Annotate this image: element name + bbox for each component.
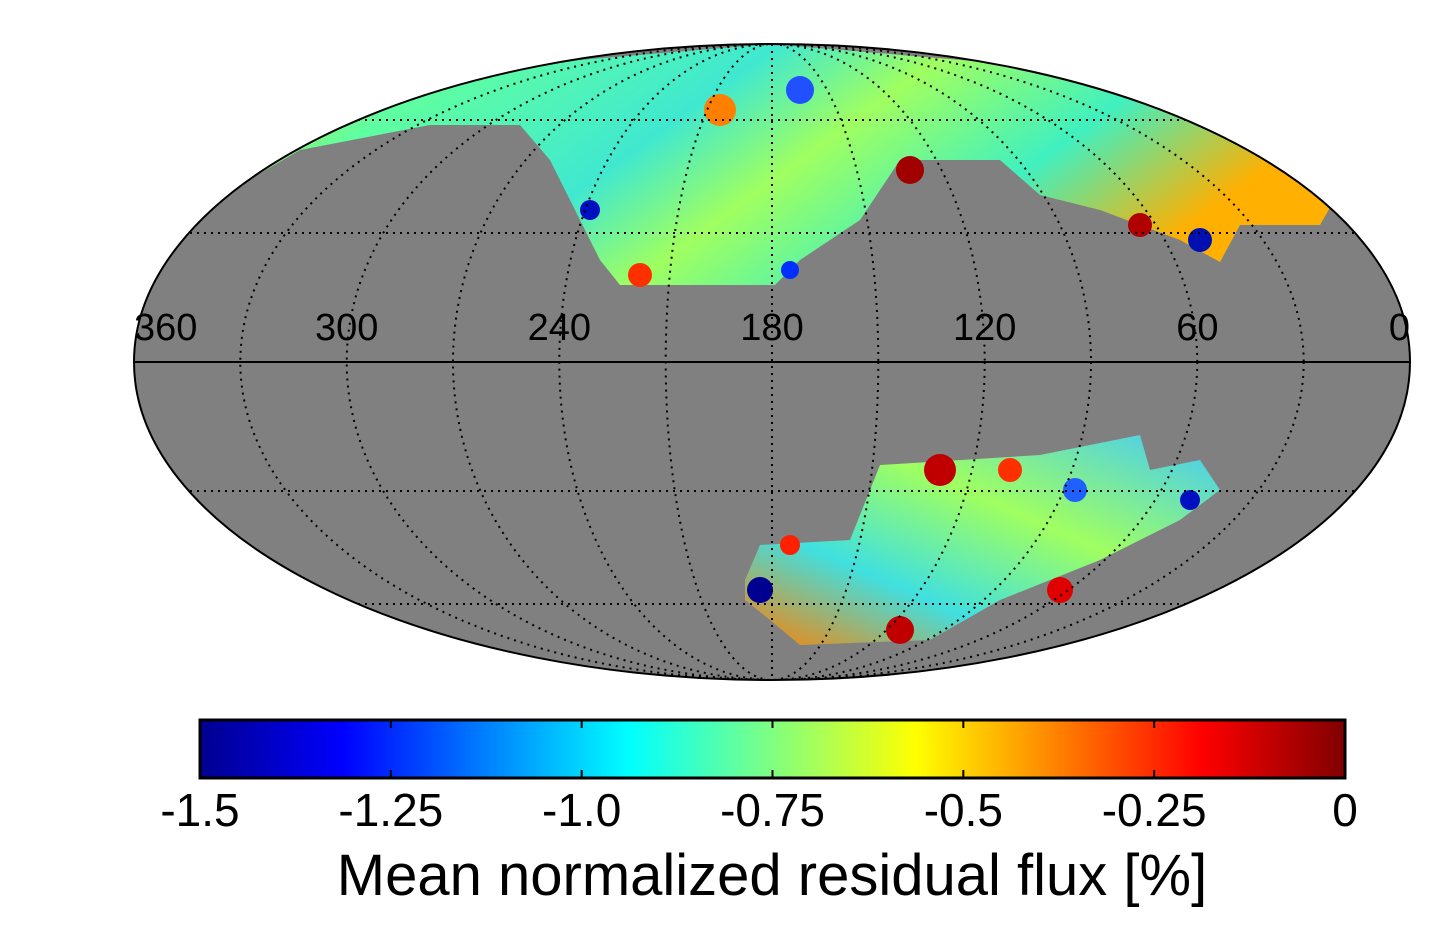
colorbar-tick-label: -0.75 — [720, 784, 825, 836]
colorbar-ticks: -1.5 -1.25 -1.0 -0.75 -0.5 -0.25 0 — [160, 720, 1358, 836]
colorbar-tick-label: -1.5 — [160, 784, 239, 836]
longitude-label: 0 — [1389, 307, 1410, 349]
survey-patch-south — [745, 435, 1220, 645]
colorbar — [198, 718, 1347, 780]
longitude-label: 360 — [134, 307, 197, 349]
sky-outline — [133, 43, 1411, 681]
colorbar-label: Mean normalized residual flux [%] — [337, 843, 1207, 908]
colorbar-tick-label: -0.25 — [1102, 784, 1207, 836]
colorbar-tick-label: -0.5 — [924, 784, 1003, 836]
longitude-label: 300 — [315, 307, 378, 349]
longitude-labels: 360 300 240 180 120 60 0 — [134, 307, 1410, 349]
patch-features — [580, 76, 1212, 644]
survey-patch-north — [240, 44, 1340, 285]
longitude-label: 180 — [740, 307, 803, 349]
longitude-label: 120 — [953, 307, 1016, 349]
longitude-label: 60 — [1176, 307, 1218, 349]
colorbar-tick-label: 0 — [1332, 784, 1358, 836]
colorbar-tick-label: -1.25 — [338, 784, 443, 836]
longitude-label: 240 — [528, 307, 591, 349]
colorbar-tick-label: -1.0 — [542, 784, 621, 836]
